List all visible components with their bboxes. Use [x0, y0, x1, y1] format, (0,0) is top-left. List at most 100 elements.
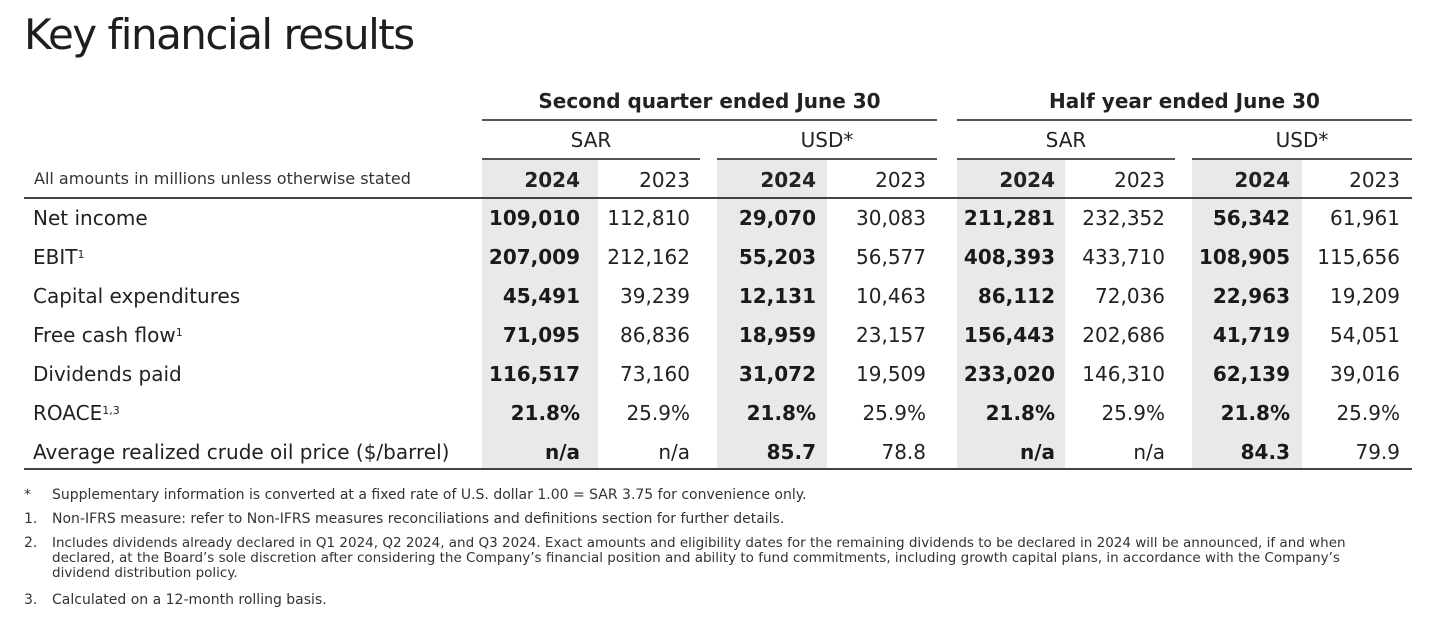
table-cell: n/a: [658, 440, 690, 464]
table-cell: 29,070: [738, 206, 816, 230]
table-cell: 86,836: [620, 323, 690, 347]
currency-rule-h-usd: [1192, 158, 1412, 160]
currency-header-q-sar: SAR: [570, 128, 612, 152]
footnote-mark: 2.: [24, 535, 38, 551]
row-label: Net income: [33, 205, 148, 231]
table-cell: 19,209: [1330, 284, 1400, 308]
group-header-quarter: Second quarter ended June 30: [538, 89, 881, 113]
currency-rule-q-usd: [717, 158, 937, 160]
row-label-text: Dividends paid: [33, 362, 182, 386]
group-rule-half-year: [957, 119, 1412, 121]
row-label-text: Capital expenditures: [33, 284, 241, 308]
table-row: Net income 109,010 112,810 29,070 30,083 211,…: [24, 199, 1412, 238]
year-header: 2024: [999, 168, 1055, 192]
table-cell: 21.8%: [985, 401, 1055, 425]
year-header: 2024: [760, 168, 816, 192]
table-cell: 86,112: [977, 284, 1055, 308]
table-cell: 41,719: [1212, 323, 1290, 347]
row-label-text: EBIT: [33, 245, 78, 269]
table-cell: 19,509: [856, 362, 926, 386]
table-row: EBIT1 207,009 212,162 55,203 56,577 408,393 43…: [24, 238, 1412, 277]
table-cell: 112,810: [607, 206, 690, 230]
table-cell: 12,131: [738, 284, 816, 308]
year-header: 2024: [1234, 168, 1290, 192]
table-cell: 109,010: [488, 206, 580, 230]
table-cell: 55,203: [738, 245, 816, 269]
table-cell: 30,083: [856, 206, 926, 230]
year-header: 2023: [639, 168, 690, 192]
table-cell: 211,281: [963, 206, 1055, 230]
table-cell: 202,686: [1082, 323, 1165, 347]
row-label-footnote-ref: 1,3: [102, 404, 120, 417]
table-cell: 156,443: [963, 323, 1055, 347]
table-cell: 21.8%: [746, 401, 816, 425]
table-cell: 84.3: [1240, 440, 1290, 464]
table-cell: 115,656: [1317, 245, 1400, 269]
header-rule: [24, 197, 1412, 199]
year-header: 2023: [1349, 168, 1400, 192]
table-cell: 31,072: [738, 362, 816, 386]
shade-col-1: [482, 160, 598, 468]
group-rule-quarter: [482, 119, 937, 121]
table-row: Dividends paid 116,517 73,160 31,072 19,509 2…: [24, 355, 1412, 394]
table-cell: 39,016: [1330, 362, 1400, 386]
currency-rule-q-sar: [482, 158, 700, 160]
row-label-footnote-ref: 1: [175, 326, 183, 339]
table-cell: 146,310: [1082, 362, 1165, 386]
year-header: 2023: [875, 168, 926, 192]
table-cell: 10,463: [856, 284, 926, 308]
table-cell: 23,157: [856, 323, 926, 347]
table-cell: 39,239: [620, 284, 690, 308]
table-cell: 232,352: [1082, 206, 1165, 230]
table-cell: 433,710: [1082, 245, 1165, 269]
table-cell: 71,095: [502, 323, 580, 347]
table-cell: 233,020: [963, 362, 1055, 386]
table-cell: n/a: [544, 440, 580, 464]
footnote-text: Non-IFRS measure: refer to Non-IFRS meas…: [52, 511, 785, 527]
table-cell: 79.9: [1355, 440, 1400, 464]
table-cell: 212,162: [607, 245, 690, 269]
table-cell: 62,139: [1212, 362, 1290, 386]
currency-rule-h-sar: [957, 158, 1175, 160]
table-cell: 78.8: [881, 440, 926, 464]
footnote-text: Supplementary information is converted a…: [52, 487, 807, 503]
table-cell: 116,517: [488, 362, 580, 386]
shade-col-7: [1192, 160, 1302, 468]
table-cell: 21.8%: [1220, 401, 1290, 425]
row-label-text: Free cash flow: [33, 323, 176, 347]
table-cell: 21.8%: [510, 401, 580, 425]
footnote-mark: 1.: [24, 511, 38, 527]
table-cell: 61,961: [1330, 206, 1400, 230]
currency-header-h-usd: USD*: [1275, 128, 1329, 152]
table-cell: 72,036: [1095, 284, 1165, 308]
table-cell: 408,393: [963, 245, 1055, 269]
table-cell: 54,051: [1330, 323, 1400, 347]
row-label-text: ROACE: [33, 401, 103, 425]
row-label-footnote-ref: 1: [77, 248, 85, 261]
row-label-text: Net income: [33, 206, 148, 230]
table-cell: 18,959: [738, 323, 816, 347]
table-cell: 25.9%: [1336, 401, 1400, 425]
table-cell: 25.9%: [1101, 401, 1165, 425]
table-cell: 25.9%: [626, 401, 690, 425]
footnote-text: Calculated on a 12-month rolling basis.: [52, 592, 327, 608]
year-header: 2024: [524, 168, 580, 192]
row-label: Dividends paid: [33, 361, 182, 387]
table-cell: 56,342: [1212, 206, 1290, 230]
table-cell: n/a: [1133, 440, 1165, 464]
units-note: All amounts in millions unless otherwise…: [34, 169, 411, 188]
table-row: Average realized crude oil price ($/barr…: [24, 433, 1412, 472]
currency-header-h-sar: SAR: [1045, 128, 1087, 152]
row-label: Capital expenditures: [33, 283, 240, 309]
row-label: Average realized crude oil price ($/barr…: [33, 439, 449, 465]
row-label: ROACE1,3: [33, 400, 120, 426]
currency-header-q-usd: USD*: [800, 128, 854, 152]
table-row: Free cash flow1 71,095 86,836 18,959 23,157 1…: [24, 316, 1412, 355]
row-label-text: Average realized crude oil price ($/barr…: [33, 440, 450, 464]
table-cell: 22,963: [1212, 284, 1290, 308]
table-bottom-rule: [24, 468, 1412, 470]
footnote-text: Includes dividends already declared in Q…: [52, 535, 1346, 581]
table-cell: 56,577: [856, 245, 926, 269]
shade-col-3: [717, 160, 827, 468]
group-header-half-year: Half year ended June 30: [1049, 89, 1320, 113]
